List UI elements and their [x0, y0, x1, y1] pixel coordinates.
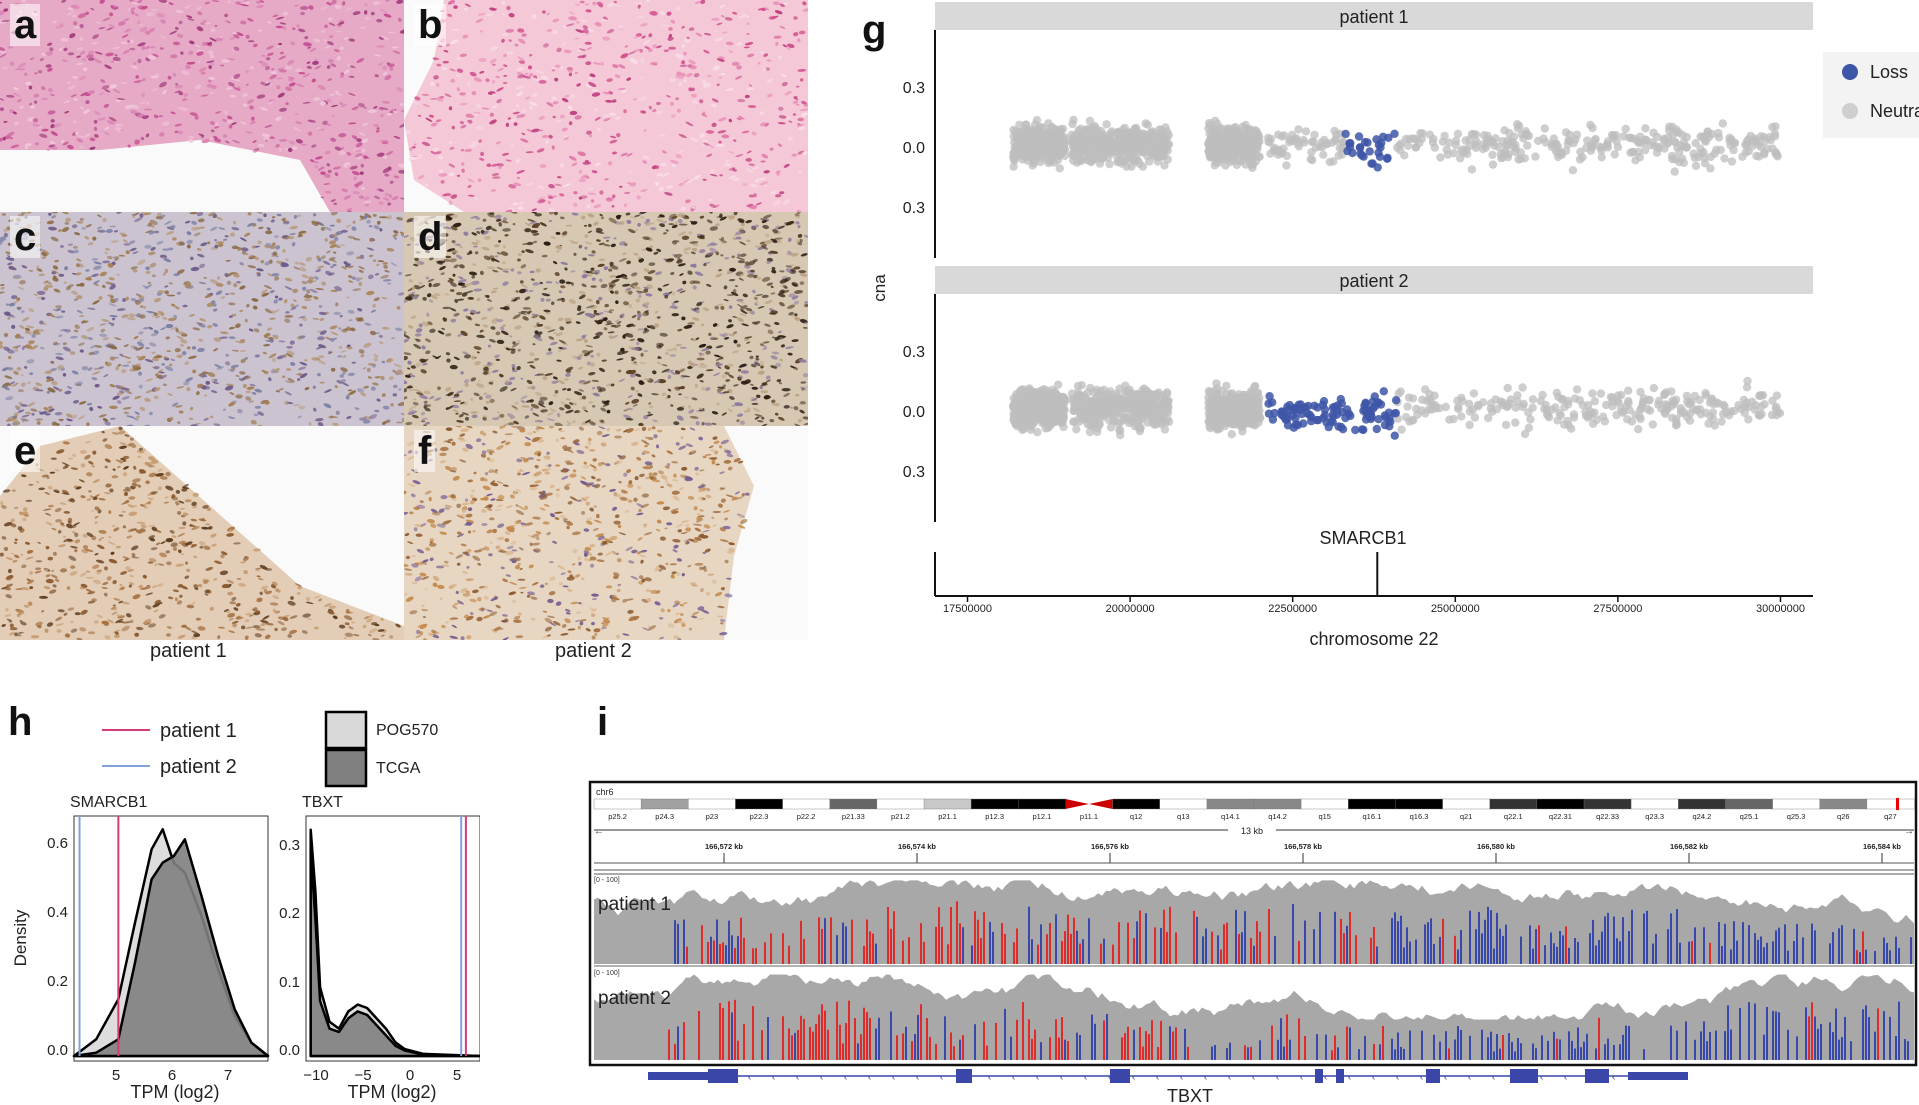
nucleus-mark [110, 226, 116, 228]
histology-tile-b: b [404, 0, 808, 212]
nucleus-mark [590, 285, 596, 288]
nucleus-mark [268, 337, 274, 340]
nucleus-mark [311, 357, 320, 361]
nucleus-mark [506, 123, 509, 127]
panel-letter-b: b [414, 4, 446, 46]
nucleus-mark [648, 48, 653, 52]
nucleus-mark [59, 48, 62, 51]
histology-image-d [404, 212, 808, 426]
nucleus-mark [37, 291, 46, 295]
nucleus-mark [185, 499, 192, 502]
nucleus-mark [733, 178, 740, 181]
histology-tile-f: f [404, 426, 808, 640]
nucleus-mark [577, 556, 581, 560]
nucleus-mark [560, 437, 565, 439]
nucleus-mark [517, 259, 521, 262]
nucleus-mark [540, 164, 547, 168]
nucleus-mark [700, 535, 708, 539]
nucleus-mark [185, 285, 192, 288]
panel-letter-a: a [10, 4, 40, 46]
histology-tile-c: c [0, 212, 404, 426]
histology-image-e [0, 426, 404, 640]
nucleus-mark [535, 213, 542, 216]
nucleus-mark [747, 274, 755, 278]
nucleus-mark [144, 109, 153, 111]
tissue-region [404, 0, 808, 212]
nucleus-mark [108, 510, 111, 514]
nucleus-mark [487, 308, 491, 312]
nucleus-mark [265, 230, 272, 234]
nucleus-mark [517, 473, 521, 476]
nucleus-mark [712, 511, 721, 513]
nucleus-mark [299, 406, 306, 409]
nucleus-mark [520, 280, 524, 283]
nucleus-mark [479, 396, 483, 400]
nucleus-mark [64, 329, 71, 332]
nucleus-mark [304, 359, 308, 361]
nucleus-mark [761, 390, 769, 393]
nucleus-mark [459, 283, 466, 285]
nucleus-mark [751, 403, 758, 405]
nucleus-mark [693, 264, 697, 268]
nucleus-mark [536, 78, 541, 80]
histology-image-b [404, 0, 808, 212]
nucleus-mark [472, 91, 477, 95]
nucleus-mark [376, 45, 385, 47]
nucleus-mark [581, 577, 585, 580]
nucleus-mark [25, 500, 32, 502]
histology-tile-a: a [0, 0, 404, 212]
nucleus-mark [449, 142, 452, 144]
nucleus-mark [138, 59, 142, 63]
nucleus-mark [540, 397, 548, 401]
nucleus-mark [254, 355, 258, 358]
panel-letter-c: c [10, 216, 40, 258]
histology-image-c [0, 212, 404, 426]
nucleus-mark [334, 203, 338, 205]
nucleus-mark [313, 386, 316, 389]
nucleus-mark [132, 505, 137, 507]
nucleus-mark [413, 296, 418, 300]
nucleus-mark [248, 40, 254, 42]
histology-tile-e: e [0, 426, 404, 640]
nucleus-mark [88, 631, 95, 634]
nucleus-mark [8, 46, 14, 48]
nucleus-mark [782, 388, 791, 391]
nucleus-mark [240, 350, 246, 352]
nucleus-mark [568, 70, 574, 73]
nucleus-mark [45, 569, 48, 571]
nucleus-mark [517, 271, 521, 274]
panel-letter-d: d [414, 216, 446, 258]
nucleus-mark [580, 621, 584, 625]
panel-letter-e: e [10, 430, 40, 472]
nucleus-mark [715, 144, 724, 148]
histology-image-a [0, 0, 404, 212]
nucleus-mark [636, 299, 640, 303]
nucleus-mark [85, 577, 94, 579]
nucleus-mark [453, 5, 457, 9]
nucleus-mark [492, 417, 499, 420]
nucleus-mark [286, 346, 293, 349]
nucleus-mark [488, 553, 492, 556]
nucleus-mark [198, 374, 204, 376]
histology-image-f [404, 426, 808, 640]
nucleus-mark [487, 163, 492, 167]
nucleus-mark [500, 414, 505, 418]
nucleus-mark [760, 160, 765, 162]
nucleus-mark [697, 358, 705, 361]
nucleus-mark [123, 489, 131, 492]
nucleus-mark [162, 248, 170, 250]
nucleus-mark [329, 606, 336, 609]
nucleus-mark [747, 351, 751, 353]
histology-tile-d: d [404, 212, 808, 426]
nucleus-mark [167, 295, 175, 297]
nucleus-mark [393, 393, 397, 396]
